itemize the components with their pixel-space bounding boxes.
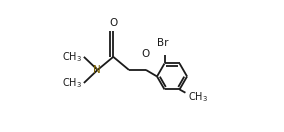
Text: CH$_3$: CH$_3$	[188, 90, 208, 104]
Text: O: O	[142, 50, 150, 60]
Text: CH$_3$: CH$_3$	[62, 76, 82, 90]
Text: N: N	[93, 65, 101, 75]
Text: O: O	[110, 18, 118, 28]
Text: CH$_3$: CH$_3$	[62, 50, 82, 64]
Text: Br: Br	[157, 38, 169, 48]
